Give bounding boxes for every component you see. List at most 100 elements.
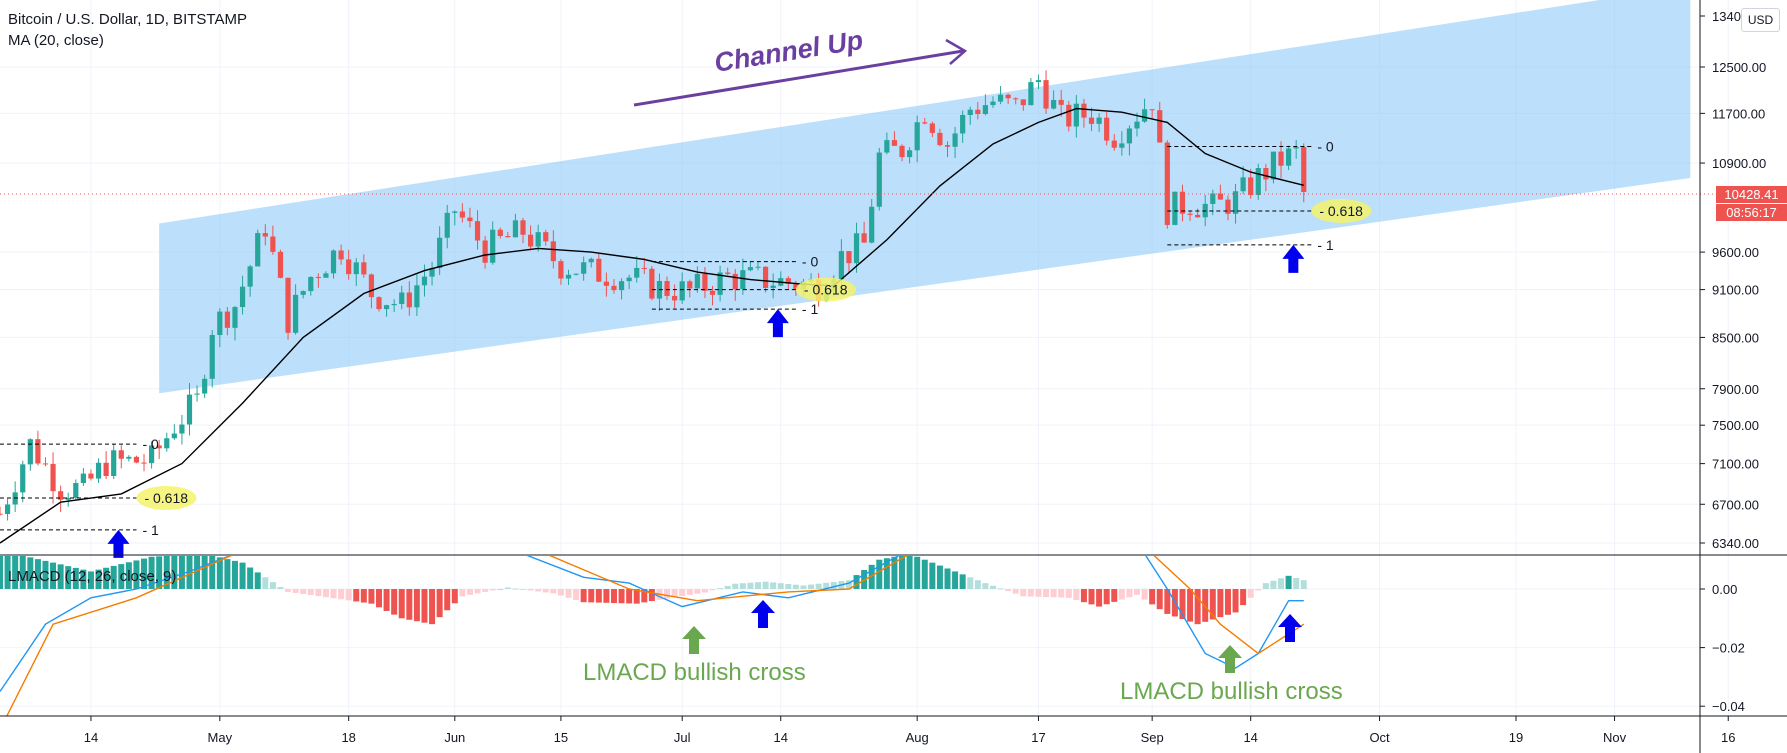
hist-bar-9 [65,566,72,589]
fib-0-label-2: - 1 [142,522,159,538]
hist-bar-120 [906,556,913,589]
x-tick-label-8: 17 [1031,730,1045,745]
hist-bar-69 [520,589,527,590]
candle-body-18 [133,456,140,463]
candle-body-145 [1096,117,1102,124]
candle-body-84 [634,267,640,278]
candle-body-61 [459,211,465,218]
candle-body-105 [793,283,799,290]
hist-bar-20 [148,556,155,589]
candle-body-157 [1187,213,1193,215]
candle-body-90 [679,281,685,301]
hist-bar-110 [830,581,837,589]
candlesticks [0,70,1307,521]
candle-body-141 [1066,104,1072,127]
hist-bar-74 [557,589,564,596]
hist-bar-10 [72,567,79,589]
fib-2-label-2: - 1 [1317,237,1334,253]
candle-body-59 [444,212,450,238]
candle-body-142 [1073,103,1079,127]
hist-bar-168 [1270,580,1277,589]
hist-bar-58 [436,589,443,618]
hist-bar-138 [1043,589,1050,598]
candle-body-23 [171,433,177,439]
candle-body-12 [88,473,94,479]
hist-bar-115 [868,564,875,589]
candle-body-113 [853,233,860,264]
candle-body-156 [1179,191,1186,214]
candle-body-73 [550,241,556,262]
hist-bar-126 [952,571,959,589]
hist-bar-141 [1065,589,1072,598]
hist-bar-97 [732,583,739,589]
candle-body-102 [770,285,776,288]
candle-body-139 [1051,99,1057,109]
hist-bar-68 [512,588,519,590]
hist-bar-34 [254,572,261,589]
hist-bar-159 [1202,589,1209,622]
hist-bar-140 [1058,589,1065,598]
candle-body-21 [156,445,162,449]
hist-bar-55 [413,589,420,622]
y-tick-label-5: 8500.00 [1712,330,1759,345]
candle-body-72 [543,232,549,242]
hist-bar-12 [87,571,94,589]
hist-bar-63 [474,589,481,594]
y-tick-label-8: 10900.00 [1712,156,1766,171]
hist-bar-26 [194,556,201,589]
candle-body-149 [1126,128,1133,144]
hist-bar-127 [959,574,966,589]
candle-body-122 [922,122,928,124]
y-tick-label-3: 7500.00 [1712,418,1759,433]
fib-1-arrow-icon [766,309,789,338]
hist-bar-108 [815,583,822,589]
candle-body-1 [4,504,11,515]
fib-2-label-1: - 0.618 [1319,203,1363,219]
candle-body-57 [429,268,435,277]
candle-body-4 [27,439,33,465]
candle-body-144 [1088,117,1095,124]
hist-bar-47 [353,589,360,602]
candle-body-128 [967,109,973,115]
candle-body-0 [0,513,3,515]
candle-body-50 [376,297,382,310]
hist-bar-67 [504,587,511,589]
candle-body-83 [626,277,632,282]
channel-arrow-shaft [633,49,964,107]
hist-bar-91 [686,589,693,595]
hist-bar-72 [542,589,549,593]
candle-body-53 [399,292,405,304]
candle-body-63 [474,221,481,241]
candle-body-155 [1172,191,1178,225]
lmacd-legend[interactable]: LMACD (12, 26, close, 9) [8,568,177,585]
candle-body-66 [497,229,503,236]
hist-bar-80 [603,589,610,603]
hist-bar-54 [406,589,413,620]
hist-bar-113 [853,575,860,589]
candle-body-27 [202,378,208,394]
candle-body-88 [664,281,670,296]
hist-bar-119 [899,556,906,589]
hist-bar-71 [535,589,542,592]
candle-body-8 [58,491,64,500]
hist-bar-41 [307,589,314,596]
hist-bar-38 [285,589,292,592]
hist-bar-2 [12,556,19,589]
candle-body-30 [224,311,230,328]
candle-body-170 [1286,148,1292,166]
symbol-title[interactable]: Bitcoin / U.S. Dollar, 1D, BITSTAMP [8,11,247,28]
currency-badge[interactable]: USD [1741,8,1780,32]
hist-bar-86 [648,589,655,602]
hist-bar-136 [1027,589,1034,597]
hist-bar-61 [459,589,466,597]
y-tick-label-2: 7100.00 [1712,457,1759,472]
candle-body-121 [914,122,920,151]
hist-bar-44 [330,589,337,599]
candle-body-167 [1263,168,1269,180]
x-tick-label-10: 14 [1243,730,1257,745]
candle-body-47 [353,262,359,275]
candle-body-28 [209,335,215,379]
ma-legend[interactable]: MA (20, close) [8,32,104,49]
candle-body-77 [581,262,587,274]
